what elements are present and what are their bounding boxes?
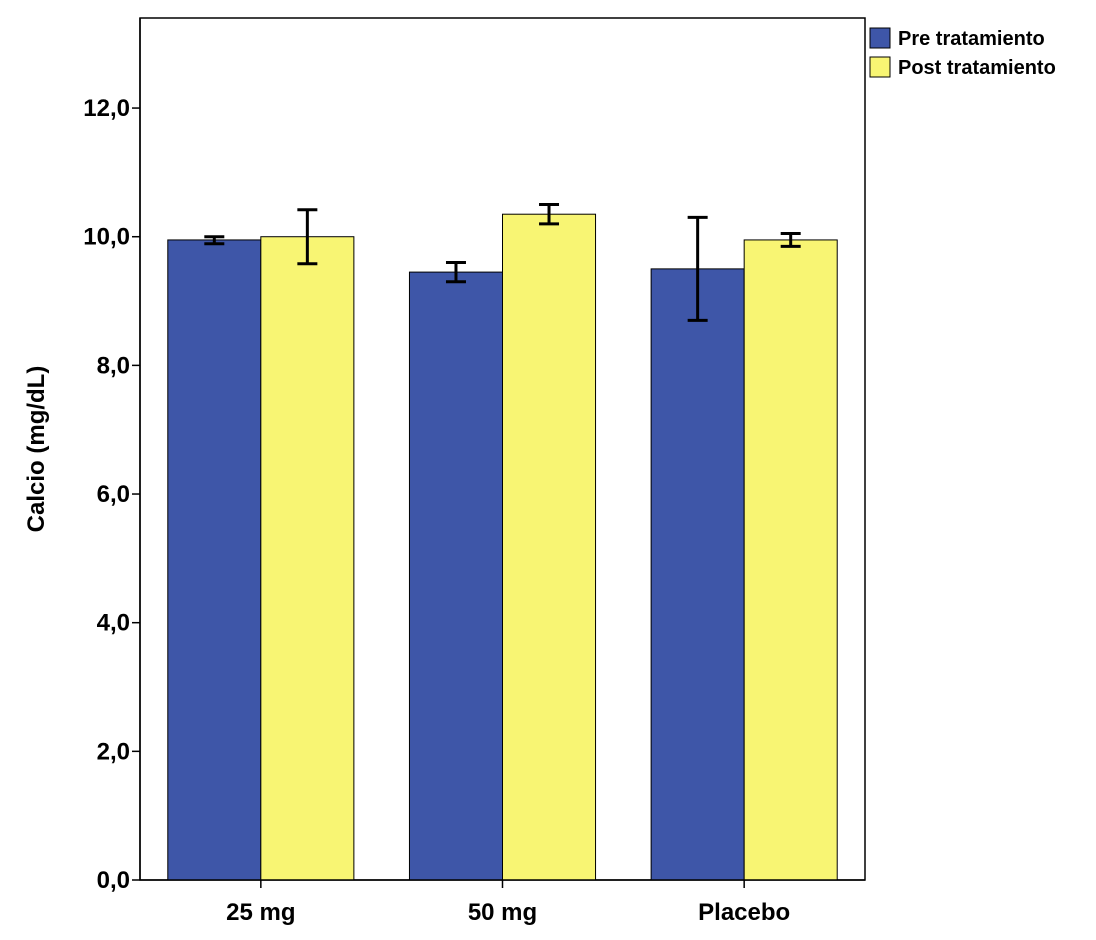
- bar-pre-tratamiento-50-mg: [408, 271, 504, 881]
- y-tick-label: 12,0: [83, 95, 130, 122]
- legend-swatch-pre-tratamiento: [869, 27, 891, 49]
- y-axis-title: Calcio (mg/dL): [23, 366, 50, 533]
- y-tick-label: 10,0: [83, 224, 130, 251]
- error-bar-post-tratamiento-25-mg: [297, 208, 318, 266]
- error-bar-pre-tratamiento-50-mg: [445, 260, 466, 284]
- x-tick-label-25-mg: 25 mg: [226, 899, 295, 926]
- y-tick-label: 4,0: [97, 610, 130, 637]
- y-tick-label: 8,0: [97, 352, 130, 379]
- legend-swatch-post-tratamiento: [869, 56, 891, 78]
- legend-label-pre-tratamiento: Pre tratamiento: [898, 28, 1045, 50]
- x-tick-label-placebo: Placebo: [698, 899, 790, 926]
- y-tick-label: 6,0: [97, 481, 130, 508]
- y-tick-label: 2,0: [97, 738, 130, 765]
- bar-pre-tratamiento-25-mg: [167, 239, 262, 881]
- legend-label-post-tratamiento: Post tratamiento: [898, 57, 1056, 79]
- x-axis-ticks: 25 mg 50 mg Placebo: [226, 880, 790, 926]
- bar-post-tratamiento-50-mg: [502, 213, 597, 881]
- x-tick-label-50-mg: 50 mg: [468, 899, 537, 926]
- bar-post-tratamiento-placebo: [743, 239, 838, 881]
- bar-post-tratamiento-25-mg: [260, 236, 355, 881]
- bars-group: [167, 213, 838, 881]
- error-bar-post-tratamiento-50-mg: [539, 203, 560, 226]
- y-axis-ticks: 0,0 2,0 4,0 6,0 8,0 10,0 12,0: [83, 95, 140, 894]
- y-tick-label: 0,0: [97, 867, 130, 894]
- error-bar-pre-tratamiento-25-mg: [204, 235, 225, 246]
- error-bar-pre-tratamiento-placebo: [687, 215, 708, 322]
- error-bar-post-tratamiento-placebo: [780, 232, 801, 248]
- legend: Pre tratamiento Post tratamiento: [869, 27, 1056, 79]
- bar-pre-tratamiento-placebo: [650, 268, 745, 881]
- error-bars-group: [204, 203, 801, 322]
